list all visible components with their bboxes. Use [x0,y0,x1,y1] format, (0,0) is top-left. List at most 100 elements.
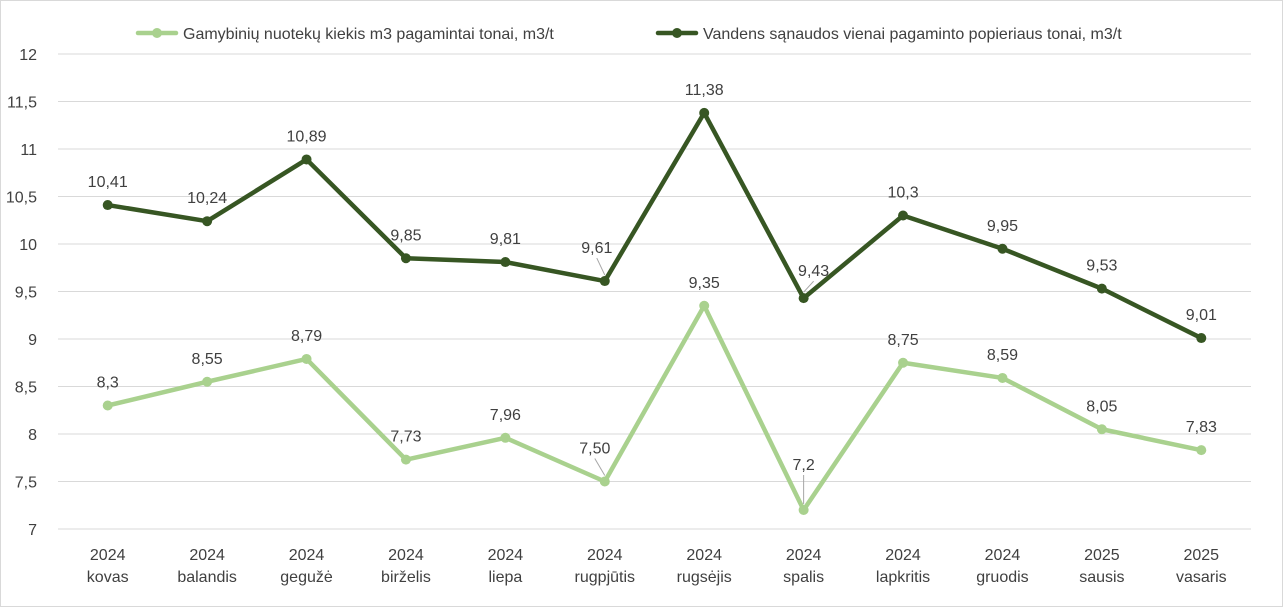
y-tick-label: 8 [28,427,37,444]
data-label: 8,75 [887,332,918,349]
legend-swatch-marker [672,28,682,38]
data-label: 7,73 [390,429,421,446]
x-tick-month: liepa [488,569,522,586]
x-tick-year: 2024 [189,547,225,564]
y-tick-label: 10 [19,237,37,254]
data-label: 11,38 [685,82,724,99]
data-point [301,154,312,165]
data-label: 8,79 [291,328,322,345]
data-point [997,243,1008,254]
data-point [1096,283,1107,294]
data-point [400,454,411,465]
data-label: 7,50 [579,441,610,458]
y-tick-label: 7,5 [15,475,37,492]
x-tick-month: birželis [381,569,431,586]
data-label: 8,3 [97,375,119,392]
series-line-2 [105,110,1204,341]
data-point [898,210,909,221]
x-tick-year: 2024 [985,547,1021,564]
x-tick-year: 2024 [488,547,524,564]
data-point [102,200,113,211]
data-label: 7,83 [1186,419,1217,436]
data-labels: 8,3 8,55 8,79 7,73 7,96 7,50 9,35 7,2 8,75 8,59 8,… [88,82,1217,504]
data-label: 9,61 [581,240,612,257]
y-tick-label: 10,5 [6,190,37,207]
data-point [500,432,511,443]
data-point [599,276,610,287]
data-label: 10,41 [88,174,128,191]
label-leader-line [803,280,814,293]
x-tick-year: 2024 [885,547,921,564]
data-label: 9,95 [987,218,1018,235]
data-label: 9,01 [1186,307,1217,324]
data-point [1196,333,1207,344]
x-axis-ticks: 2024 kovas 2024 balandis 2024 gegužė 2024 birže… [87,547,1227,586]
data-label: 9,81 [490,231,521,248]
data-label: 10,24 [187,190,227,207]
data-label: 8,55 [192,351,223,368]
data-point [500,257,511,268]
data-point [699,300,710,311]
y-tick-label: 12 [19,47,37,64]
y-axis-ticks: 7 7,5 8 8,5 9 9,5 10 10,5 11 11,5 12 [6,47,37,539]
data-point [202,216,213,227]
y-tick-label: 7 [28,522,37,539]
gridlines [58,53,1251,530]
data-point [599,476,610,487]
data-label: 7,2 [793,457,815,474]
y-tick-label: 11,5 [7,95,37,112]
data-label: 7,96 [490,407,521,424]
data-point [1196,445,1207,456]
data-point [301,353,312,364]
data-point [102,400,113,411]
y-tick-label: 9 [28,332,37,349]
legend-label: Vandens sąnaudos vienai pagaminto popier… [703,26,1122,43]
data-label: 8,05 [1086,398,1117,415]
series-group [102,107,1207,515]
y-tick-label: 11 [20,142,37,159]
x-tick-month: balandis [177,569,237,586]
label-leader-line [596,257,606,276]
data-label: 9,85 [390,227,421,244]
data-label: 9,53 [1086,258,1117,275]
x-tick-month: gegužė [280,569,333,586]
series-line-1 [105,303,1204,513]
legend-swatch-marker [152,28,162,38]
data-point [400,253,411,264]
x-tick-month: rugsėjis [677,569,732,586]
label-leader-line [594,458,606,476]
x-tick-month: lapkritis [876,569,930,586]
data-point [202,376,213,387]
x-tick-month: gruodis [976,569,1028,586]
y-tick-label: 9,5 [15,285,37,302]
data-point [898,357,909,368]
x-tick-year: 2024 [90,547,126,564]
legend: Gamybinių nuotekų kiekis m3 pagamintai t… [135,26,1122,43]
data-label: 8,59 [987,347,1018,364]
x-tick-year: 2024 [587,547,623,564]
x-tick-year: 2025 [1183,547,1219,564]
x-tick-year: 2024 [289,547,325,564]
x-tick-year: 2024 [686,547,722,564]
x-tick-year: 2025 [1084,547,1120,564]
data-label: 9,43 [798,263,829,280]
y-tick-label: 8,5 [15,380,37,397]
x-tick-month: kovas [87,569,129,586]
x-tick-month: sausis [1079,569,1124,586]
legend-label: Gamybinių nuotekų kiekis m3 pagamintai t… [183,26,554,43]
x-tick-month: vasaris [1176,569,1227,586]
data-point [798,293,809,304]
data-label: 9,35 [689,275,720,292]
data-point [1096,424,1107,435]
data-label: 10,89 [287,128,327,145]
x-tick-year: 2024 [388,547,424,564]
data-label: 10,3 [887,185,918,202]
x-tick-month: rugpjūtis [575,569,635,586]
data-point [699,107,710,118]
x-tick-year: 2024 [786,547,822,564]
x-tick-month: spalis [783,569,824,586]
data-point [798,505,809,515]
data-point [997,372,1008,383]
